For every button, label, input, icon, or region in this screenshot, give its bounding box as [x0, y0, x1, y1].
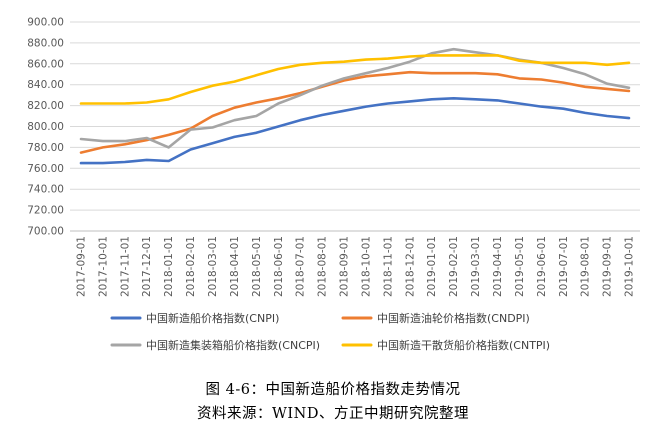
x-tick-label: 2019-04-01: [492, 236, 504, 297]
legend-item-1: 中国新造船价格指数(CNPI): [110, 311, 279, 325]
x-tick-label: 2018-09-01: [339, 236, 351, 297]
x-tick-label: 2017-11-01: [119, 236, 131, 297]
y-axis-tick-labels: 700.00 720.00 740.00 760.00 780.00 800.00 820.…: [27, 17, 64, 238]
series-line-1: [79, 97, 631, 165]
x-tick-label: 2018-07-01: [295, 236, 307, 297]
legend-label: 中国新造干散货船价格指数(CNTPI): [377, 338, 550, 352]
x-tick-label: 2017-09-01: [75, 236, 87, 297]
y-tick-label: 760.00: [27, 163, 64, 175]
x-tick-label: 2018-08-01: [317, 236, 329, 297]
x-tick-label: 2018-01-01: [163, 236, 175, 297]
x-tick-label: 2019-07-01: [558, 236, 570, 297]
y-tick-label: 900.00: [27, 17, 64, 29]
x-tick-label: 2018-10-01: [360, 236, 372, 297]
x-axis-tick-labels: 2017-09-01 2017-10-01 2017-11-01 2017-12-01…: [75, 236, 635, 297]
gridlines: [70, 21, 640, 232]
x-tick-label: 2018-11-01: [382, 236, 394, 297]
figure-caption-title: 图 4-6：中国新造船价格指数走势情况: [205, 382, 461, 398]
x-tick-label: 2019-09-01: [602, 236, 614, 297]
series-line-2: [79, 70, 631, 154]
x-tick-label: 2019-03-01: [470, 236, 482, 297]
legend-label: 中国新造集装箱船价格指数(CNCPI): [146, 338, 320, 352]
x-tick-label: 2019-01-01: [426, 236, 438, 297]
x-tick-label: 2017-10-01: [97, 236, 109, 297]
x-tick-label: 2018-02-01: [185, 236, 197, 297]
legend-item-2: 中国新造油轮价格指数(CNDPI): [341, 311, 530, 325]
legend-item-4: 中国新造干散货船价格指数(CNTPI): [341, 338, 550, 352]
x-tick-label: 2019-05-01: [514, 236, 526, 297]
y-tick-label: 700.00: [27, 226, 64, 238]
y-tick-label: 740.00: [27, 184, 64, 196]
x-tick-label: 2018-12-01: [404, 236, 416, 297]
y-tick-label: 720.00: [27, 205, 64, 217]
series-lines: [79, 47, 631, 165]
x-tick-label: 2018-04-01: [229, 236, 241, 297]
x-tick-label: 2018-06-01: [273, 236, 285, 297]
y-tick-label: 800.00: [27, 121, 64, 133]
legend: 中国新造船价格指数(CNPI) 中国新造油轮价格指数(CNDPI) 中国新造集装箱船…: [110, 311, 550, 352]
y-tick-label: 880.00: [27, 37, 64, 49]
line-chart: 700.00 720.00 740.00 760.00 780.00 800.00 820.…: [27, 17, 640, 352]
x-tick-label: 2019-08-01: [580, 236, 592, 297]
legend-item-3: 中国新造集装箱船价格指数(CNCPI): [110, 338, 320, 352]
y-tick-label: 840.00: [27, 79, 64, 91]
x-tick-label: 2019-10-01: [624, 236, 636, 297]
x-tick-label: 2017-12-01: [141, 236, 153, 297]
x-tick-label: 2018-05-01: [251, 236, 263, 297]
legend-label: 中国新造油轮价格指数(CNDPI): [377, 311, 530, 325]
x-tick-label: 2019-02-01: [448, 236, 460, 297]
series-line-4: [79, 54, 631, 105]
x-tick-label: 2019-06-01: [536, 236, 548, 297]
figure-caption-source: 资料来源：WIND、方正中期研究院整理: [197, 406, 469, 422]
y-tick-label: 860.00: [27, 58, 64, 70]
y-tick-label: 780.00: [27, 142, 64, 154]
y-tick-label: 820.00: [27, 100, 64, 112]
x-tick-label: 2018-03-01: [207, 236, 219, 297]
legend-label: 中国新造船价格指数(CNPI): [146, 311, 279, 325]
